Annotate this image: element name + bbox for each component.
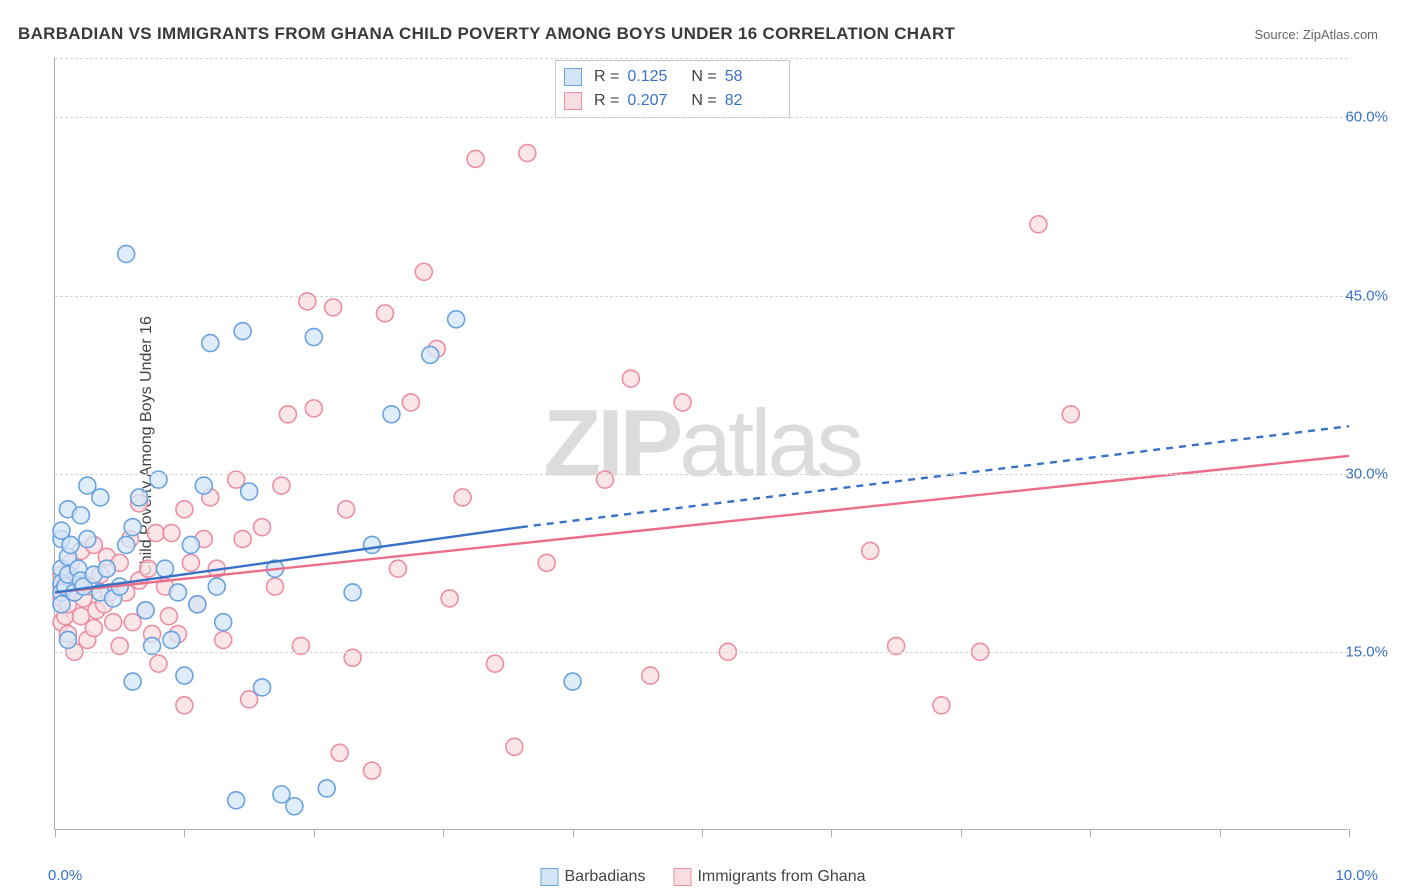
- x-tick: [314, 829, 315, 837]
- r-value-ghana: 0.207: [627, 92, 679, 110]
- bottom-legend: Barbadians Immigrants from Ghana: [540, 868, 865, 886]
- swatch-ghana: [673, 868, 691, 886]
- swatch-barbadians: [540, 868, 558, 886]
- stats-legend: R = 0.125 N = 58 R = 0.207 N = 82: [555, 60, 790, 118]
- legend-item-barbadians: Barbadians: [540, 868, 645, 886]
- x-axis-label-min: 0.0%: [48, 867, 82, 884]
- n-value-barbadians: 58: [725, 68, 777, 86]
- y-tick-label: 30.0%: [1345, 465, 1388, 482]
- x-tick: [573, 829, 574, 837]
- x-tick: [1090, 829, 1091, 837]
- x-axis-label-max: 10.0%: [1335, 867, 1378, 884]
- grid-line: [55, 652, 1348, 653]
- legend-label-barbadians: Barbadians: [564, 868, 645, 886]
- y-tick-label: 60.0%: [1345, 109, 1388, 126]
- legend-label-ghana: Immigrants from Ghana: [697, 868, 865, 886]
- grid-line: [55, 296, 1348, 297]
- x-tick: [831, 829, 832, 837]
- y-tick-label: 45.0%: [1345, 287, 1388, 304]
- grid-line: [55, 474, 1348, 475]
- grid-line: [55, 58, 1348, 59]
- n-value-ghana: 82: [725, 92, 777, 110]
- x-tick: [961, 829, 962, 837]
- r-label: R =: [594, 68, 619, 86]
- source-attribution: Source: ZipAtlas.com: [1254, 27, 1378, 42]
- stats-row-ghana: R = 0.207 N = 82: [564, 89, 777, 113]
- x-tick: [443, 829, 444, 837]
- n-label: N =: [691, 92, 716, 110]
- scatter-svg: [55, 58, 1349, 830]
- grid-line: [55, 117, 1348, 118]
- x-tick: [702, 829, 703, 837]
- y-tick-label: 15.0%: [1345, 643, 1388, 660]
- swatch-barbadians: [564, 68, 582, 86]
- x-tick: [184, 829, 185, 837]
- legend-item-ghana: Immigrants from Ghana: [673, 868, 865, 886]
- r-label: R =: [594, 92, 619, 110]
- n-label: N =: [691, 68, 716, 86]
- x-tick: [1349, 829, 1350, 837]
- x-tick: [55, 829, 56, 837]
- r-value-barbadians: 0.125: [627, 68, 679, 86]
- swatch-ghana: [564, 92, 582, 110]
- stats-row-barbadians: R = 0.125 N = 58: [564, 65, 777, 89]
- chart-title: BARBADIAN VS IMMIGRANTS FROM GHANA CHILD…: [18, 24, 955, 44]
- x-tick: [1220, 829, 1221, 837]
- plot-area: ZIPatlas R = 0.125 N = 58 R = 0.207 N = …: [54, 58, 1348, 830]
